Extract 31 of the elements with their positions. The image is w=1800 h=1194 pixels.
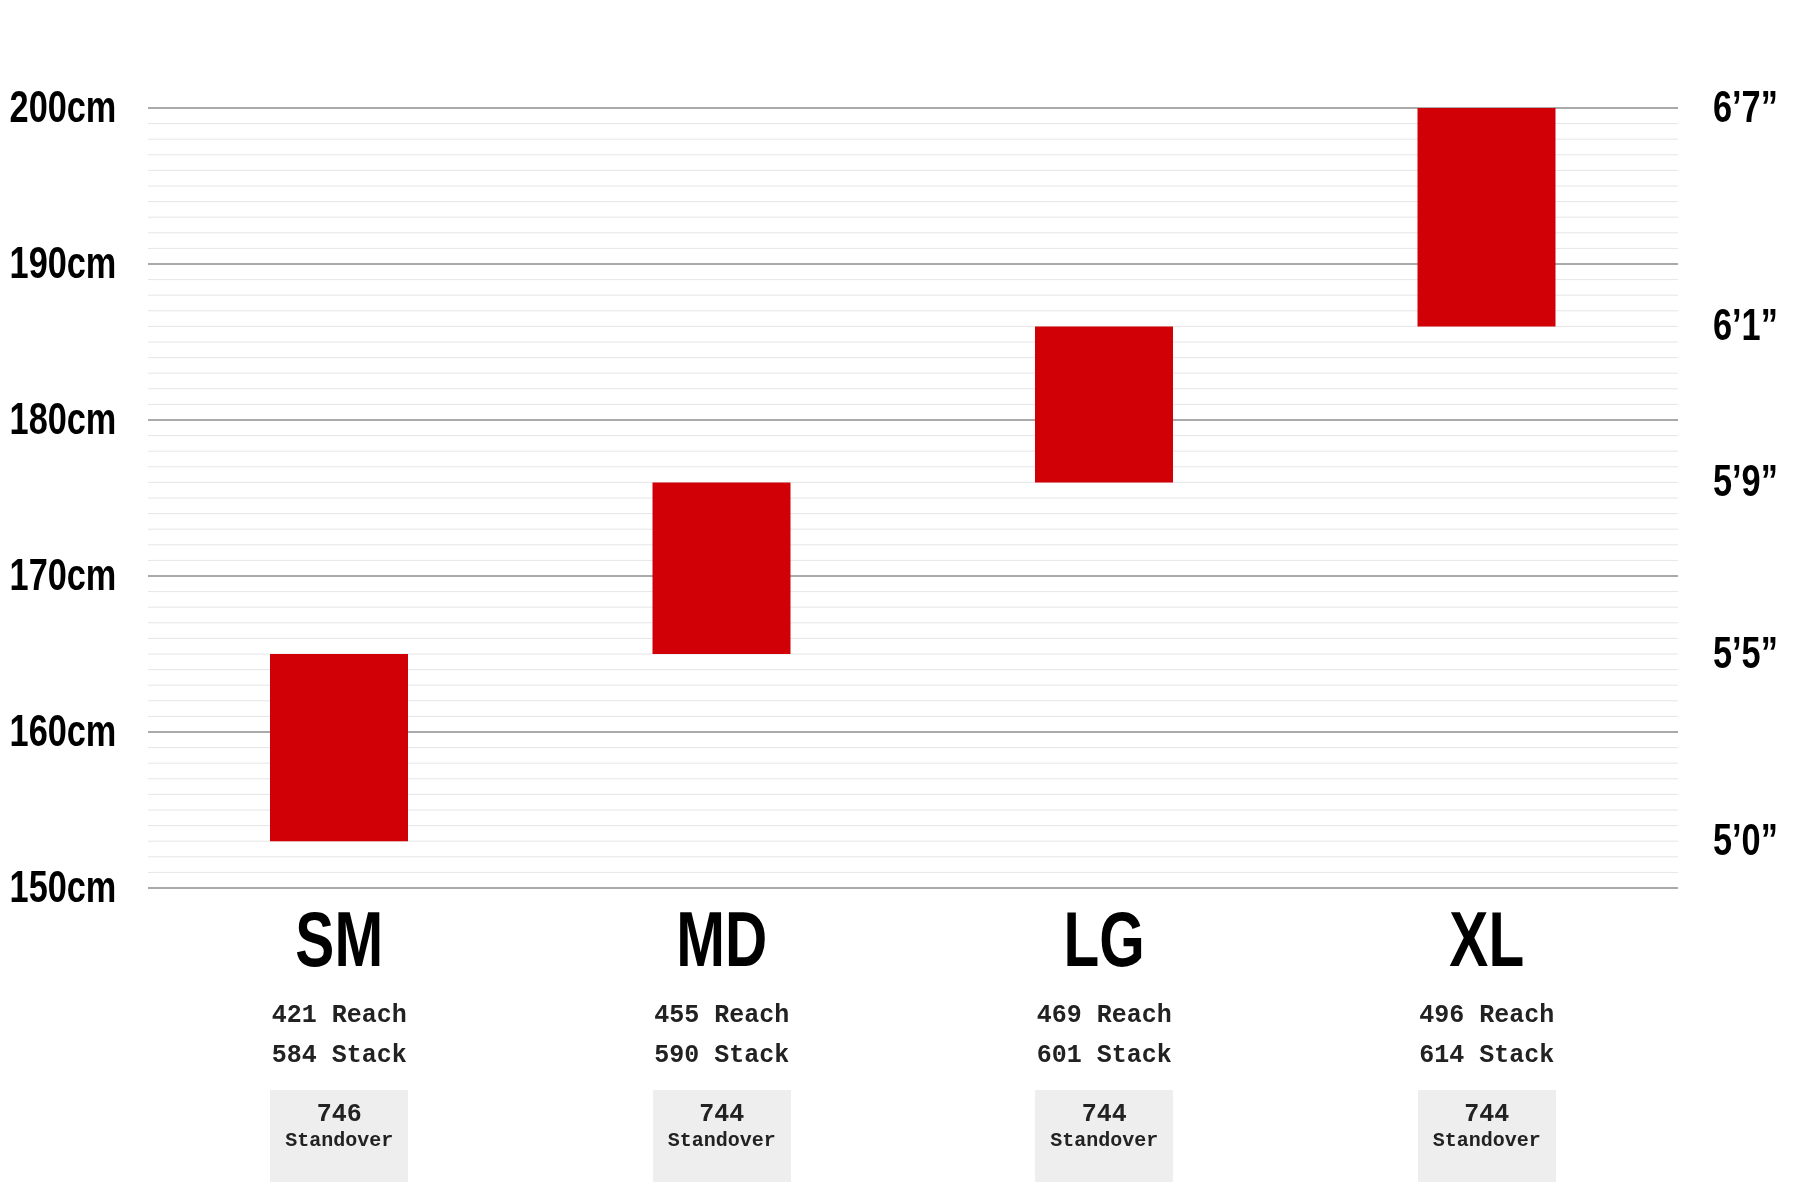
y-tick-label: 180cm: [9, 393, 117, 443]
text: 496 Reach: [1418, 1000, 1556, 1032]
text: 6’1”: [1713, 300, 1778, 350]
x-tick-label: SM: [295, 895, 384, 983]
text: 744 Standover: [1049, 1100, 1160, 1152]
text: 744 Standover: [1431, 1100, 1542, 1152]
text: 744 Standover: [666, 1100, 777, 1152]
bar: [270, 654, 408, 842]
y-tick-label: 160cm: [9, 705, 117, 755]
x-tick-label: LG: [1063, 895, 1145, 983]
y-tick-label: 150cm: [9, 861, 117, 911]
bar: [652, 482, 791, 654]
text: 6’7”: [1713, 81, 1778, 131]
x-tick-label: MD: [676, 895, 768, 983]
text: 614 Stack: [1418, 1040, 1556, 1072]
y-tick-label: 200cm: [9, 81, 117, 131]
text: 421 Reach: [270, 1000, 408, 1032]
text: 590 Stack: [653, 1040, 791, 1072]
text: 5’5”: [1713, 627, 1778, 677]
text: 584 Stack: [270, 1040, 408, 1072]
bar: [1417, 108, 1556, 327]
text: 5’9”: [1713, 456, 1778, 506]
text: 455 Reach: [653, 1000, 791, 1032]
text: 601 Stack: [1035, 1040, 1173, 1072]
text: 5’0”: [1713, 815, 1778, 865]
x-tick-label: XL: [1449, 895, 1525, 983]
y-tick-label: 170cm: [9, 549, 117, 599]
y-tick-label: 190cm: [9, 237, 117, 287]
bar: [1035, 326, 1173, 483]
text: 469 Reach: [1035, 1000, 1173, 1032]
text: 746 Standover: [284, 1100, 395, 1152]
